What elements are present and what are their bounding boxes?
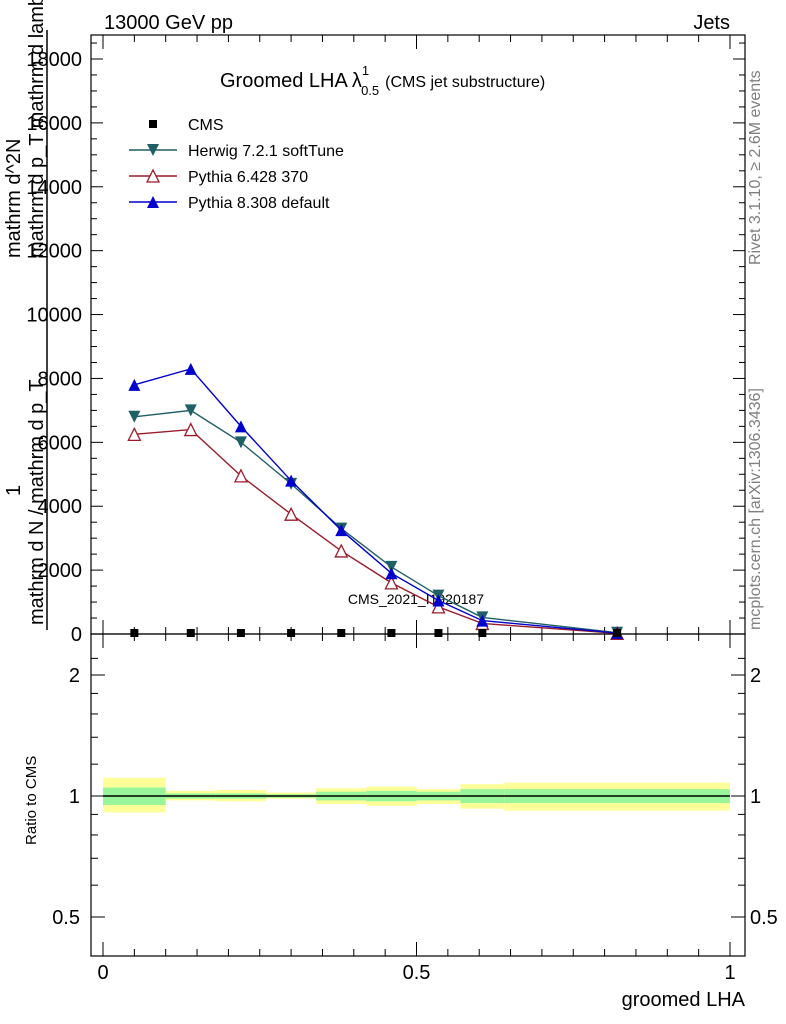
process-label: Jets [693, 12, 730, 34]
ratio-y-tick-label-right: 1 [750, 786, 761, 808]
data-point-pythia8 [285, 474, 298, 487]
data-point-cms [236, 629, 245, 637]
data-point-pythia8 [184, 362, 197, 375]
data-point-herwig [234, 436, 247, 449]
ylabel-numerator: mathrm d^2N [3, 139, 25, 258]
ylabel-denominator: mathrm d N / mathrm d p_T [26, 379, 48, 625]
ratio-plot-layer: 0 0.5 1 0.5 1 2 0.5 1 2 [52, 633, 778, 984]
data-point-pythia6 [183, 422, 198, 437]
mcplots-side-label: mcplots.cern.ch [arXiv:1306.3436] [747, 388, 764, 630]
data-point-pythia6 [334, 543, 349, 558]
data-point-pythia8 [476, 614, 489, 627]
data-point-herwig [184, 404, 197, 417]
ratio-x-tick-label: 0.5 [403, 962, 431, 984]
legend-marker-cms [149, 120, 157, 128]
main-plot-layer: 0 2000 4000 6000 8000 10000 12000 14000 16000 180… [26, 34, 746, 646]
data-point-pythia8 [432, 594, 445, 607]
data-point-herwig [385, 560, 398, 573]
data-point-pythia6 [233, 468, 248, 483]
title-subscript: 0.5 [361, 83, 379, 98]
main-y-tick-label: 18000 [26, 49, 82, 71]
legend-label-pythia6: Pythia 6.428 370 [188, 169, 308, 186]
data-point-cms [337, 629, 346, 637]
main-y-tick-label: 4000 [38, 496, 83, 518]
title-paren: (CMS jet substructure) [385, 74, 545, 91]
ratio-plot-frame [90, 633, 746, 957]
main-title: Groomed LHA λ1 0.5 (CMS jet substructure) [220, 63, 545, 98]
watermark: CMS_2021_I1920187 [348, 591, 484, 607]
data-point-herwig [128, 410, 141, 423]
legend-label-cms: CMS [188, 117, 224, 134]
data-point-cms [434, 629, 443, 637]
ratio-y-tick-label-right: 0.5 [750, 907, 778, 929]
data-point-cms [387, 629, 396, 637]
ratio-y-axis-label: Ratio to CMS [23, 756, 40, 845]
x-axis-label: groomed LHA [622, 989, 746, 1011]
ratio-y-tick-label-left: 2 [69, 665, 80, 687]
rivet-side-label: Rivet 3.1.10, ≥ 2.6M events [747, 70, 764, 265]
data-point-pythia8 [234, 420, 247, 433]
legend-label-pythia8: Pythia 8.308 default [188, 195, 330, 212]
data-point-cms [478, 629, 487, 637]
data-point-pythia6 [284, 506, 299, 521]
main-y-tick-label: 0 [71, 624, 82, 646]
legend-marker-herwig [147, 144, 159, 156]
main-y-tick-label: 8000 [38, 368, 83, 390]
data-point-pythia8 [335, 524, 348, 537]
ratio-x-tick-label: 1 [724, 962, 735, 984]
data-point-cms [186, 629, 195, 637]
title-lambda: λ [352, 70, 362, 92]
main-y-tick-label: 12000 [26, 241, 82, 263]
legend-marker-pythia6 [145, 168, 161, 183]
main-y-tick-label: 14000 [26, 177, 82, 199]
data-point-pythia6 [431, 599, 446, 614]
ylabel-one: 1 [3, 485, 25, 496]
data-point-pythia8 [128, 378, 141, 391]
data-point-cms [613, 629, 622, 637]
energy-label: 13000 GeV pp [104, 12, 233, 34]
main-y-tick-label: 2000 [38, 560, 83, 582]
ylabel-numerator-sub: mathrm d p_T mathrm d lambda [26, 0, 48, 258]
legend-marker-pythia8 [147, 196, 159, 208]
data-point-cms [130, 629, 139, 637]
main-y-tick-label: 6000 [38, 432, 83, 454]
ratio-y-tick-label-left: 1 [69, 786, 80, 808]
title-main: Groomed LHA [220, 70, 348, 92]
legend-label-herwig: Herwig 7.2.1 softTune [188, 143, 344, 160]
data-point-pythia8 [385, 567, 398, 580]
data-point-pythia6 [384, 575, 399, 590]
main-y-tick-label: 10000 [26, 305, 82, 327]
data-point-cms [287, 629, 296, 637]
main-y-tick-label: 16000 [26, 113, 82, 135]
title-superscript: 1 [362, 63, 369, 78]
ratio-y-tick-label-right: 2 [750, 665, 761, 687]
data-point-pythia6 [127, 426, 142, 441]
ratio-y-tick-label-left: 0.5 [52, 907, 80, 929]
main-y-axis-label: 1 mathrm d N / mathrm d p_T mathrm d^2N … [3, 0, 48, 630]
legend: CMS Herwig 7.2.1 softTune Pythia 6.428 370… [129, 117, 344, 212]
ratio-x-tick-label: 0 [97, 962, 108, 984]
